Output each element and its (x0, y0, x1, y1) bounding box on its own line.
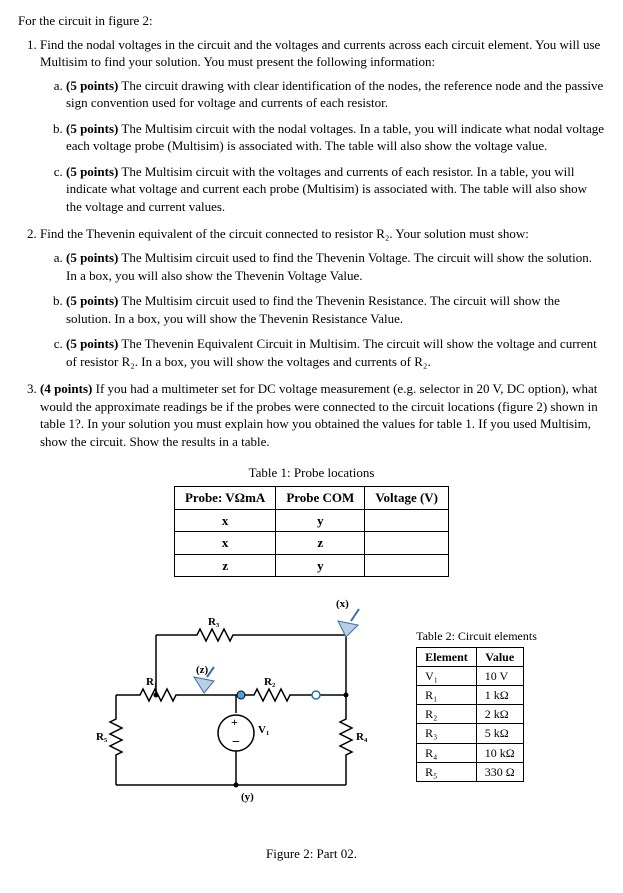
q1c-text: The Multisim circuit with the voltages a… (66, 164, 587, 214)
t1-r1c1: z (276, 532, 365, 555)
t2-r0c0: V₁ (417, 666, 477, 685)
q2a-pts: (5 points) (66, 250, 118, 265)
label-V1: V₁ (258, 724, 269, 736)
q2c: (5 points) The Thevenin Equivalent Circu… (66, 335, 605, 370)
t1-r0c2 (365, 509, 449, 532)
t1-r1c2 (365, 532, 449, 555)
table2-header-row: Element Value (417, 647, 524, 666)
circuit-diagram: R₃ R₁ R₂ R₅ + − V₁ R₄ (86, 595, 386, 815)
t1-r1c0: x (174, 532, 275, 555)
table-row: V₁10 V (417, 666, 524, 685)
t2-r2c1: 2 kΩ (476, 705, 523, 724)
q2b: (5 points) The Multisim circuit used to … (66, 292, 605, 327)
q2-sublist: (5 points) The Multisim circuit used to … (40, 249, 605, 370)
t2-r5c0: R₅ (417, 762, 477, 781)
label-R2: R₂ (264, 676, 276, 688)
table2-wrap: Table 2: Circuit elements Element Value … (416, 628, 537, 782)
t2-r4c0: R₄ (417, 743, 477, 762)
t1-r2c2 (365, 554, 449, 577)
q1c: (5 points) The Multisim circuit with the… (66, 163, 605, 216)
table-row: R₄10 kΩ (417, 743, 524, 762)
t2-r3c0: R₃ (417, 724, 477, 743)
table1: Probe: VΩmA Probe COM Voltage (V) x y x … (174, 486, 449, 577)
t1-r0c1: y (276, 509, 365, 532)
q2b-pts: (5 points) (66, 293, 118, 308)
label-R1: R₁ (146, 676, 157, 688)
table1-header-row: Probe: VΩmA Probe COM Voltage (V) (174, 487, 448, 510)
q2b-text: The Multisim circuit used to find the Th… (66, 293, 560, 326)
label-R3: R₃ (208, 616, 220, 628)
q1b-pts: (5 points) (66, 121, 118, 136)
table2: Element Value V₁10 V R₁1 kΩ R₂2 kΩ R₃5 k… (416, 647, 524, 782)
svg-text:+: + (231, 715, 238, 729)
t2-r4c1: 10 kΩ (476, 743, 523, 762)
intro-text: For the circuit in figure 2: (18, 12, 605, 30)
t2-r2c0: R₂ (417, 705, 477, 724)
q1c-pts: (5 points) (66, 164, 118, 179)
table-row: R₃5 kΩ (417, 724, 524, 743)
q3: (4 points) If you had a multimeter set f… (40, 380, 605, 450)
q3-text: If you had a multimeter set for DC volta… (40, 381, 598, 449)
q3-pts: (4 points) (40, 381, 92, 396)
label-R4: R₄ (356, 731, 368, 743)
q1a-text: The circuit drawing with clear identific… (66, 78, 603, 111)
table-row: x y (174, 509, 448, 532)
table-row: R₅330 Ω (417, 762, 524, 781)
label-z: (z) (196, 664, 209, 676)
q2c-pts: (5 points) (66, 336, 118, 351)
label-R5: R₅ (96, 731, 108, 743)
label-y: (y) (241, 791, 254, 803)
table1-caption: Table 1: Probe locations (18, 464, 605, 482)
q2a: (5 points) The Multisim circuit used to … (66, 249, 605, 284)
q2c-text: The Thevenin Equivalent Circuit in Multi… (66, 336, 597, 369)
figure-caption: Figure 2: Part 02. (18, 845, 605, 863)
q2a-text: The Multisim circuit used to find the Th… (66, 250, 592, 283)
t2-r3c1: 5 kΩ (476, 724, 523, 743)
q2: Find the Thevenin equivalent of the circ… (40, 225, 605, 370)
q2-text: Find the Thevenin equivalent of the circ… (40, 226, 529, 241)
t2-r5c1: 330 Ω (476, 762, 523, 781)
svg-text:−: − (232, 735, 240, 750)
table-row: R₂2 kΩ (417, 705, 524, 724)
table1-h1: Probe COM (276, 487, 365, 510)
t2-h0: Element (417, 647, 477, 666)
q1: Find the nodal voltages in the circuit a… (40, 36, 605, 216)
q1b-text: The Multisim circuit with the nodal volt… (66, 121, 604, 154)
figure-wrap: R₃ R₁ R₂ R₅ + − V₁ R₄ (18, 595, 605, 815)
q1-text: Find the nodal voltages in the circuit a… (40, 37, 600, 70)
table1-h0: Probe: VΩmA (174, 487, 275, 510)
table-row: z y (174, 554, 448, 577)
t2-r0c1: 10 V (476, 666, 523, 685)
table1-h2: Voltage (V) (365, 487, 449, 510)
q1-sublist: (5 points) The circuit drawing with clea… (40, 77, 605, 216)
t1-r2c1: y (276, 554, 365, 577)
main-list: Find the nodal voltages in the circuit a… (18, 36, 605, 451)
table-row: x z (174, 532, 448, 555)
q1a-pts: (5 points) (66, 78, 118, 93)
table-row: R₁1 kΩ (417, 686, 524, 705)
t2-r1c1: 1 kΩ (476, 686, 523, 705)
t2-r1c0: R₁ (417, 686, 477, 705)
q1a: (5 points) The circuit drawing with clea… (66, 77, 605, 112)
t1-r0c0: x (174, 509, 275, 532)
arrow-x-icon (338, 609, 359, 637)
t1-r2c0: z (174, 554, 275, 577)
q1b: (5 points) The Multisim circuit with the… (66, 120, 605, 155)
t2-h1: Value (476, 647, 523, 666)
label-x: (x) (336, 598, 349, 610)
table2-caption: Table 2: Circuit elements (416, 628, 537, 644)
